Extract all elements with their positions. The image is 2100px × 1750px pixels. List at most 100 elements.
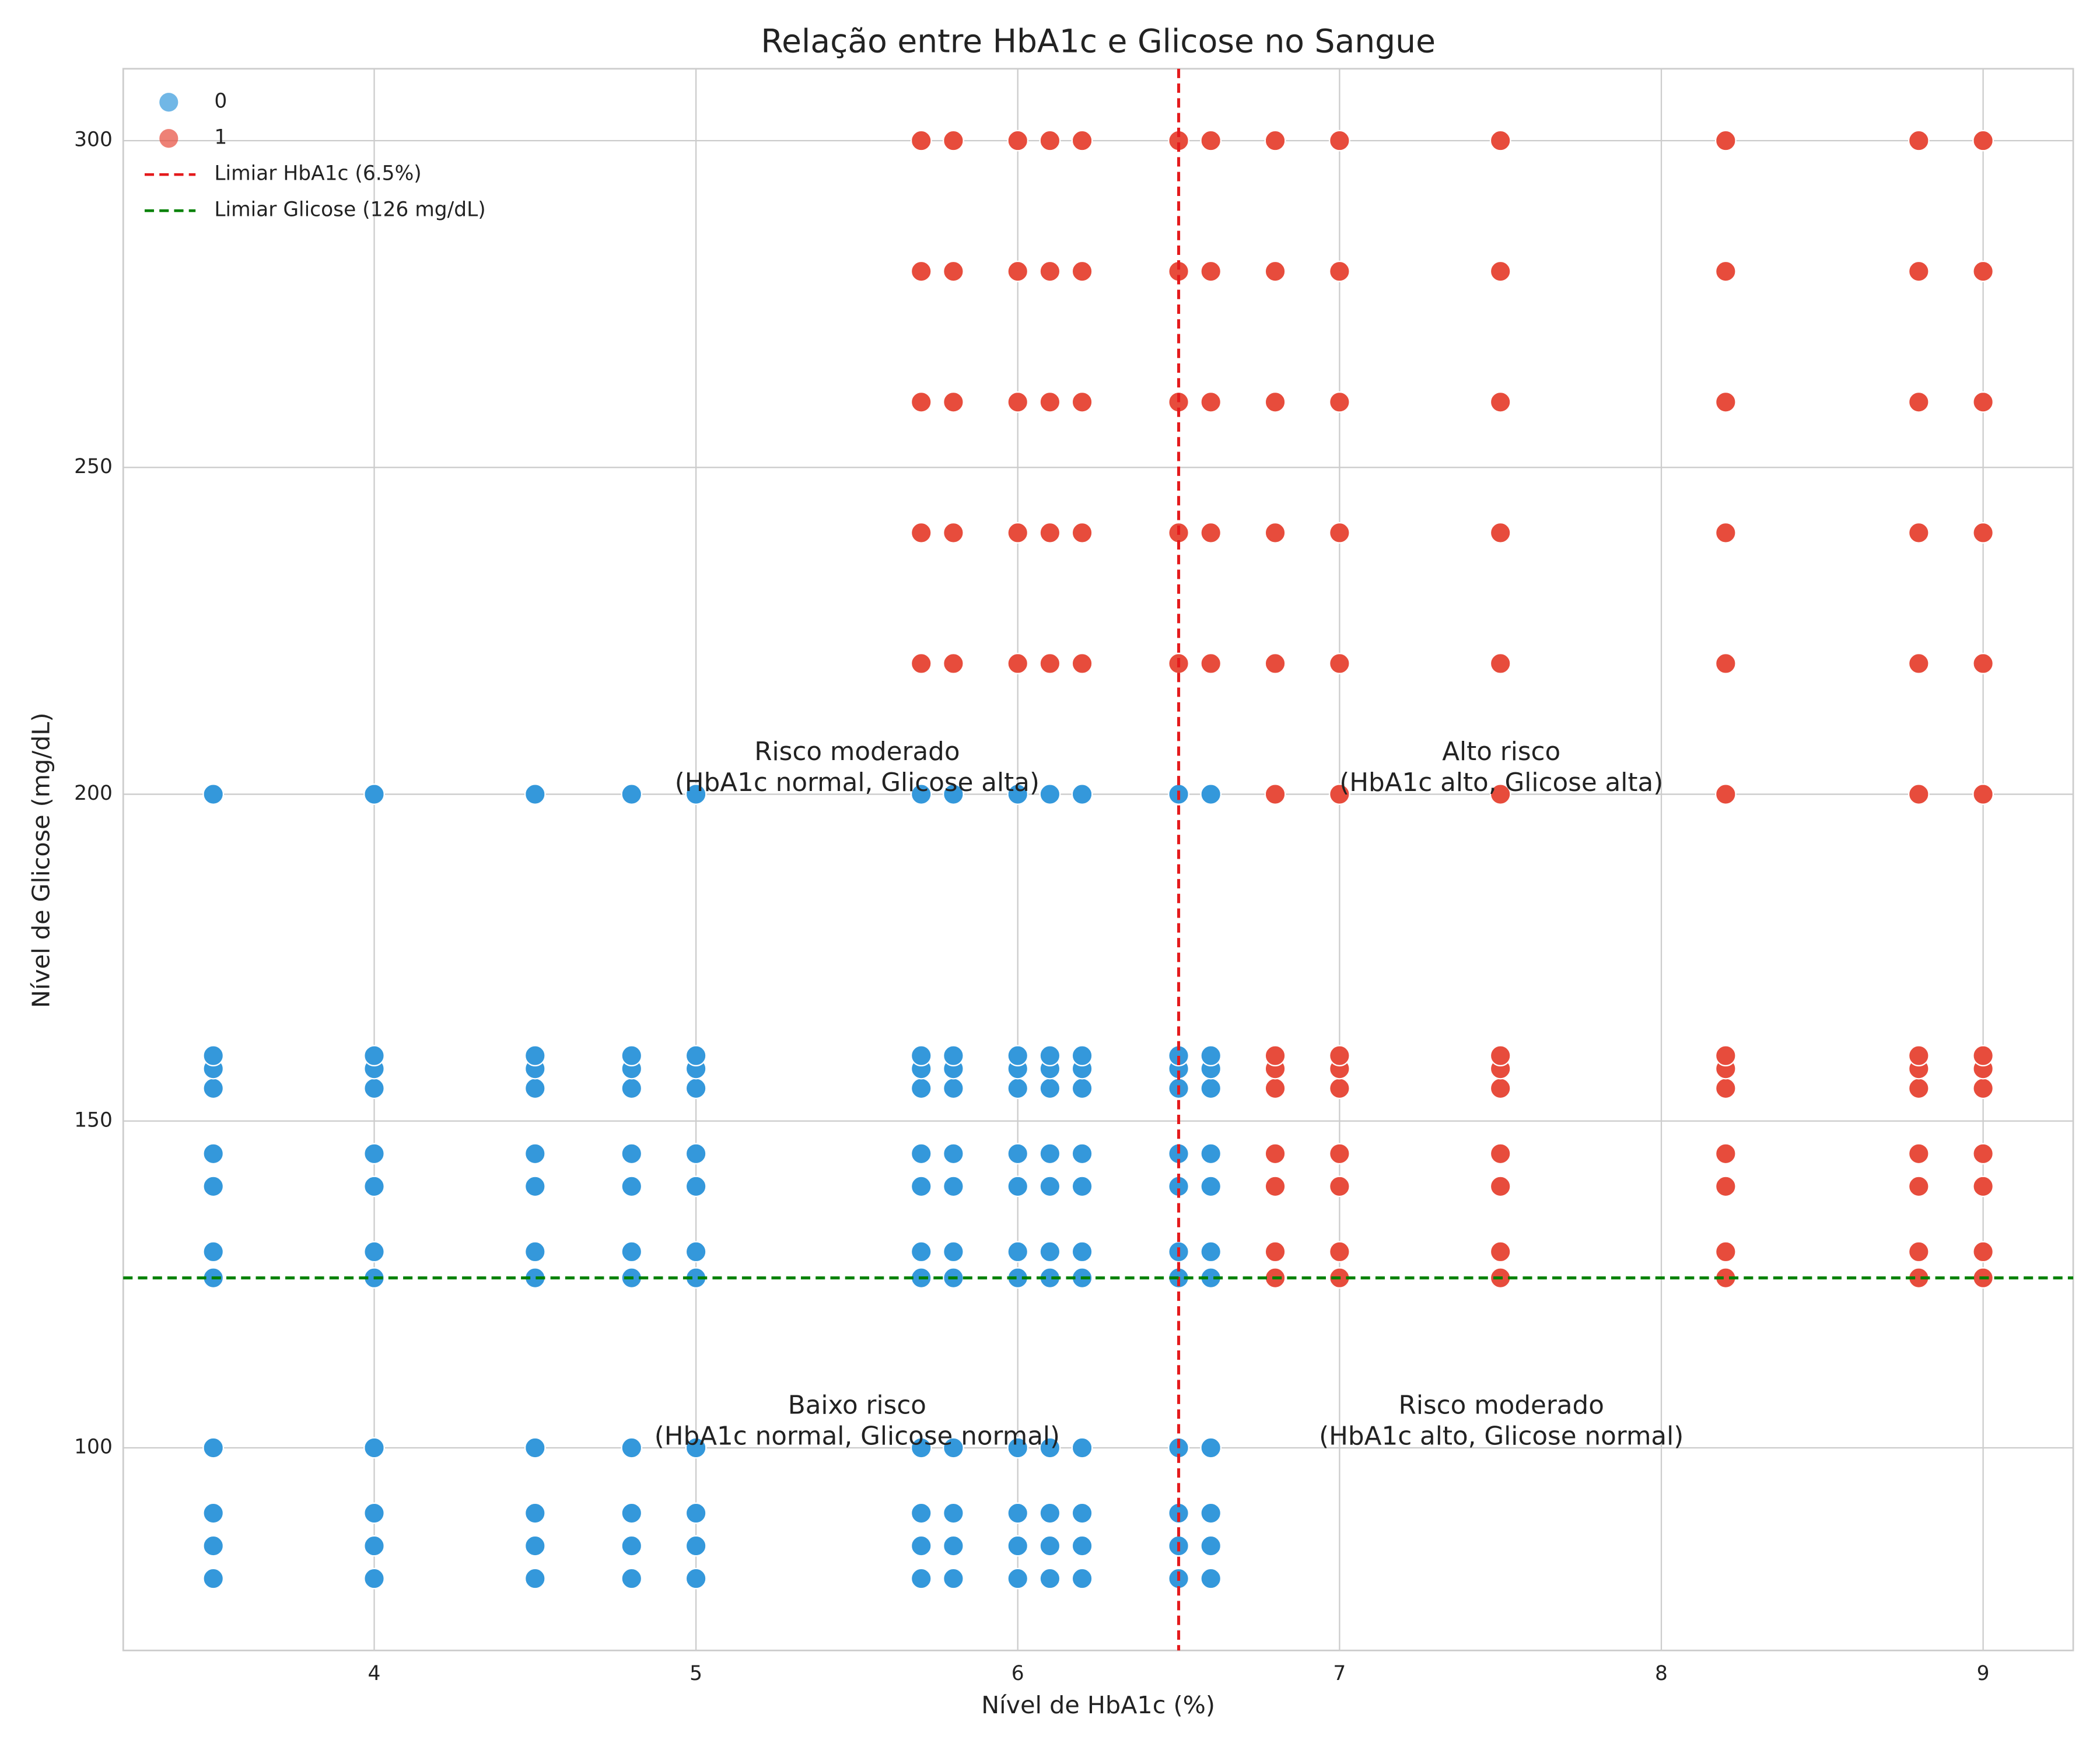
point [621, 1045, 643, 1067]
point [1714, 391, 1737, 413]
point [363, 1175, 385, 1198]
point [1489, 391, 1511, 413]
point [202, 1077, 225, 1100]
point [1071, 1437, 1093, 1459]
point [910, 1077, 932, 1100]
point [1264, 130, 1286, 152]
point [1489, 1175, 1511, 1198]
point [1007, 130, 1029, 152]
point [1908, 130, 1930, 152]
point [1007, 1143, 1029, 1165]
point [1039, 260, 1061, 282]
x-tick-label: 9 [1977, 1662, 1990, 1685]
point [1007, 1045, 1029, 1067]
point [1200, 260, 1222, 282]
point [1329, 391, 1350, 413]
point [524, 1535, 546, 1557]
point [685, 1437, 707, 1459]
point [1039, 1535, 1061, 1557]
point [1007, 1567, 1029, 1590]
point [910, 653, 932, 674]
point [1264, 1077, 1286, 1100]
point [1039, 522, 1061, 544]
point [363, 1077, 385, 1100]
point [1007, 260, 1029, 282]
legend-label: Limiar HbA1c (6.5%) [214, 162, 421, 186]
point [943, 1241, 964, 1263]
point [1200, 653, 1222, 674]
point [910, 522, 932, 544]
point [1039, 1143, 1061, 1165]
point [1039, 1437, 1061, 1459]
point [524, 1567, 546, 1590]
point [1908, 1241, 1930, 1263]
point [1007, 1437, 1029, 1459]
point [1972, 1175, 1994, 1198]
point [1071, 391, 1093, 413]
annotation: (HbA1c normal, Glicose alta) [675, 768, 1040, 797]
point [910, 260, 932, 282]
y-tick-label: 300 [74, 128, 113, 152]
point [685, 1077, 707, 1100]
point [943, 1175, 964, 1198]
y-tick-label: 250 [74, 455, 113, 478]
point [202, 1567, 225, 1590]
legend-label: 0 [214, 90, 227, 113]
point [363, 1535, 385, 1557]
point [1972, 653, 1994, 674]
point [685, 1241, 707, 1263]
point [621, 1437, 643, 1459]
point [1007, 1077, 1029, 1100]
point [685, 1045, 707, 1067]
point [1329, 783, 1350, 805]
point [1200, 1567, 1222, 1590]
y-tick-label: 100 [74, 1435, 113, 1458]
point [1908, 653, 1930, 674]
point [1007, 391, 1029, 413]
point [943, 1077, 964, 1100]
point [202, 1241, 225, 1263]
point [943, 391, 964, 413]
point [910, 1567, 932, 1590]
x-tick-label: 6 [1012, 1662, 1024, 1685]
point [685, 783, 707, 805]
point [1039, 130, 1061, 152]
annotation: Risco moderado [1399, 1391, 1604, 1420]
annotation: Alto risco [1442, 737, 1560, 766]
point [1972, 1045, 1994, 1067]
point [1972, 1143, 1994, 1165]
point [1972, 391, 1994, 413]
point [363, 1143, 385, 1165]
point [363, 1567, 385, 1590]
point [202, 783, 225, 805]
point [1329, 1175, 1350, 1198]
point [363, 1502, 385, 1524]
point [621, 1175, 643, 1198]
point [1972, 1077, 1994, 1100]
point [943, 260, 964, 282]
point [1972, 130, 1994, 152]
point [1071, 1077, 1093, 1100]
point [621, 1502, 643, 1524]
point [1264, 653, 1286, 674]
point [1200, 783, 1222, 805]
point [1200, 522, 1222, 544]
point [943, 522, 964, 544]
point [1071, 1567, 1093, 1590]
point [943, 783, 964, 805]
point [910, 1241, 932, 1263]
point [685, 1535, 707, 1557]
annotation: (HbA1c alto, Glicose normal) [1319, 1422, 1684, 1451]
point [1714, 1045, 1737, 1067]
point [1007, 1175, 1029, 1198]
point [1264, 1045, 1286, 1067]
point [1071, 522, 1093, 544]
point [1264, 1241, 1286, 1263]
y-tick-label: 200 [74, 782, 113, 805]
point [1489, 1241, 1511, 1263]
point [1071, 1502, 1093, 1524]
point [1489, 1077, 1511, 1100]
point [1972, 260, 1994, 282]
point [1071, 1535, 1093, 1557]
point [1200, 1241, 1222, 1263]
